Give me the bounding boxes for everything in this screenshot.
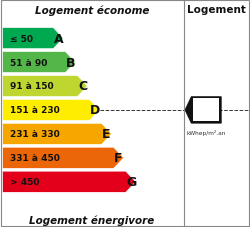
Polygon shape (2, 76, 87, 97)
Text: F: F (114, 152, 123, 165)
Text: 331 à 450: 331 à 450 (10, 154, 60, 163)
Bar (193, 99, 219, 122)
Text: Logement énergivore: Logement énergivore (29, 215, 154, 225)
Text: Logement: Logement (188, 5, 246, 15)
Text: kWhep/m².an: kWhep/m².an (186, 129, 226, 135)
Text: D: D (90, 104, 100, 117)
Polygon shape (2, 28, 63, 49)
Text: ≤ 50: ≤ 50 (10, 35, 33, 43)
Text: Logement économe: Logement économe (35, 5, 149, 15)
Polygon shape (2, 148, 124, 169)
Polygon shape (2, 52, 75, 73)
Polygon shape (2, 171, 136, 192)
Polygon shape (2, 124, 112, 145)
Polygon shape (2, 100, 100, 121)
Text: 231 à 330: 231 à 330 (10, 130, 60, 139)
Text: E: E (102, 128, 110, 141)
Polygon shape (185, 97, 221, 124)
Text: 91 à 150: 91 à 150 (10, 82, 54, 91)
Text: B: B (66, 56, 75, 69)
Text: 151 à 230: 151 à 230 (10, 106, 60, 115)
Text: 51 à 90: 51 à 90 (10, 58, 48, 67)
Text: A: A (54, 32, 64, 45)
Text: G: G (126, 175, 136, 188)
Text: > 450: > 450 (10, 178, 40, 186)
Text: C: C (78, 80, 87, 93)
